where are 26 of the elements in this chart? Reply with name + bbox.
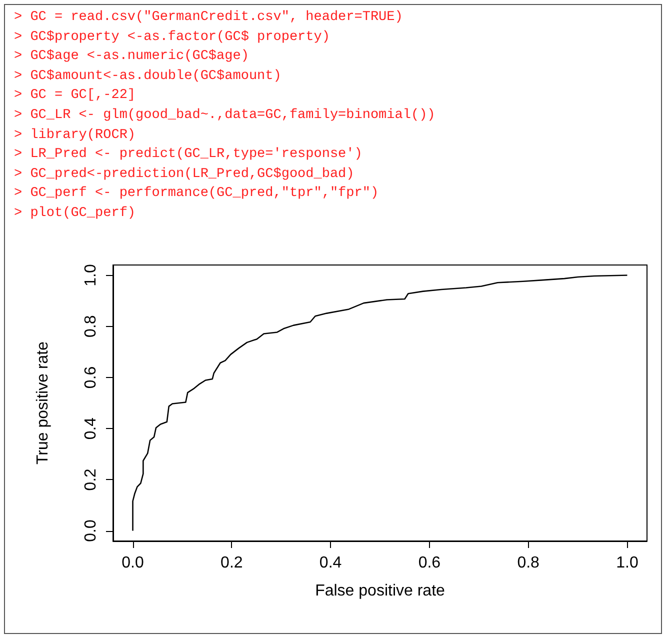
text: > LR_Pred <- predict(GC_LR,type='response') <box>14 146 364 164</box>
text: > GC$age <-as.numeric(GC$age) <box>14 48 250 66</box>
y-axis-title: True positive rate <box>34 341 52 465</box>
text: > GC_pred<-prediction(LR_Pred,GC$good_bad) <box>14 166 356 184</box>
y-tick-label: 1.0 <box>82 264 100 286</box>
y-tick-label: 0.2 <box>82 468 100 491</box>
x-tick-label: 0.2 <box>220 554 243 572</box>
line-series <box>132 274 628 532</box>
text: > GC_LR <- glm(good_bad~.,data=GC,family=binomial()) <box>14 106 436 125</box>
y-tick-label: 0.8 <box>82 315 100 338</box>
x-tick-label: 0.4 <box>319 554 342 572</box>
y-tick-label: 0.0 <box>82 520 100 542</box>
text: > GC = read.csv("GermanCredit.csv", header=TRUE) <box>14 9 404 27</box>
text: > library(ROCR) <box>14 126 137 145</box>
text: > GC$property <-as.factor(GC$ property) <box>14 28 331 47</box>
x-axis-title: False positive rate <box>315 582 446 600</box>
text: > GC$amount<-as.double(GC$amount) <box>14 68 282 86</box>
x-tick-label: 0.0 <box>122 554 144 572</box>
text: > plot(GC_perf) <box>14 204 137 223</box>
x-tick-label: 0.8 <box>517 554 540 572</box>
y-tick-label: 0.6 <box>82 366 100 389</box>
text: > GC = GC[,-22] <box>14 87 137 106</box>
y-tick-label: 0.4 <box>82 417 100 440</box>
x-tick-label: 0.6 <box>418 554 441 572</box>
x-tick-label: 1.0 <box>616 554 638 572</box>
text: > GC_perf <- performance(GC_pred,"tpr","fpr") <box>14 185 380 204</box>
